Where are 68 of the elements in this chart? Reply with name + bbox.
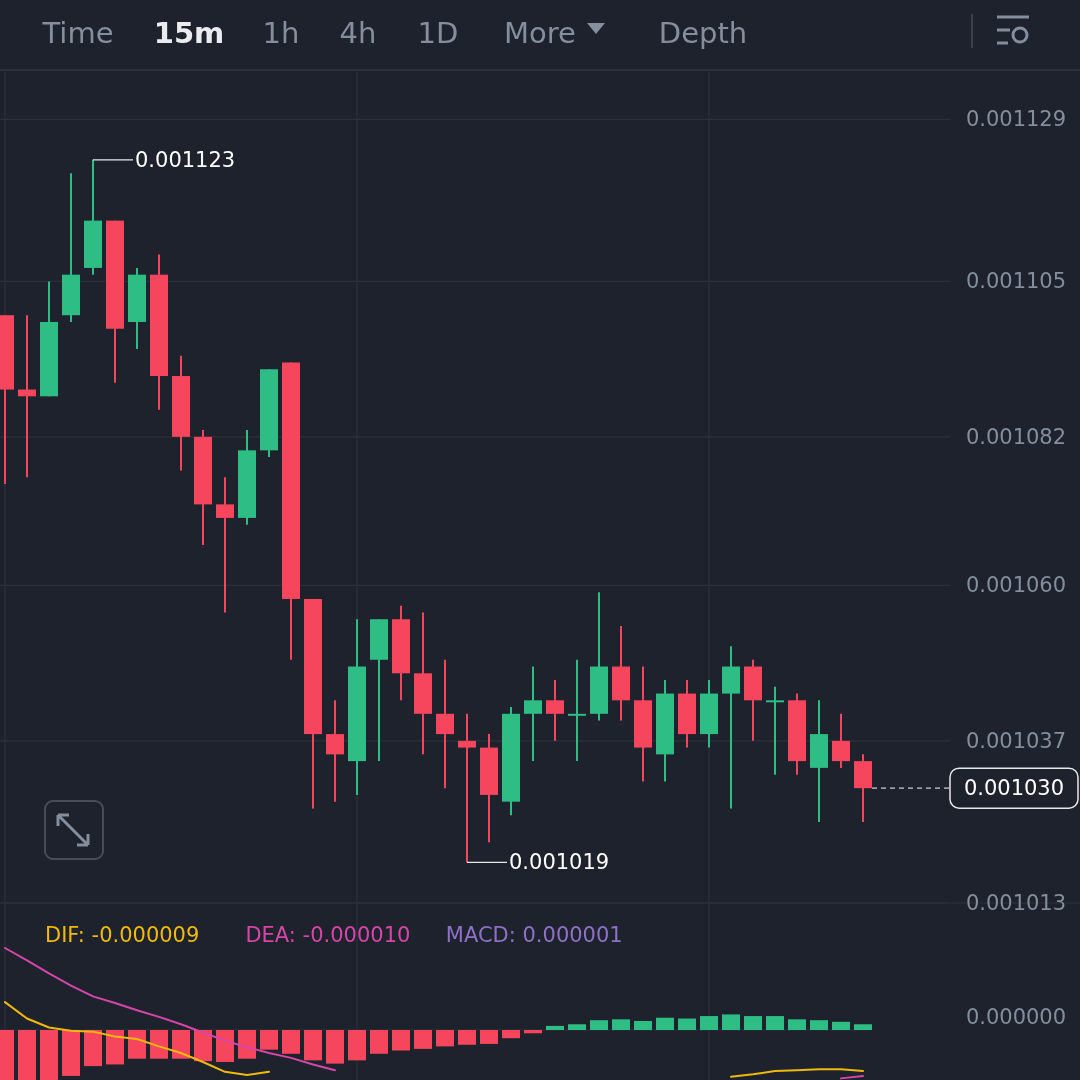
bar <box>106 1030 124 1065</box>
bar <box>348 1030 366 1061</box>
bar <box>854 1024 872 1030</box>
candlestick <box>458 712 476 864</box>
bar <box>722 1014 740 1030</box>
bar <box>392 1030 410 1051</box>
text: 0.000000 <box>965 1005 1067 1029</box>
text: 4h <box>339 16 377 50</box>
bar <box>304 1030 322 1061</box>
text: Depth <box>658 16 748 50</box>
bar <box>568 1024 586 1030</box>
bar <box>282 1030 300 1054</box>
bar <box>810 1020 828 1030</box>
candlestick <box>568 658 586 763</box>
bar <box>656 1017 674 1030</box>
bar <box>40 1030 58 1080</box>
bar <box>150 1030 168 1059</box>
bar <box>216 1030 234 1062</box>
candlestick <box>766 685 784 776</box>
text: 15m <box>153 16 225 50</box>
candlestick <box>216 476 234 614</box>
candlestick <box>832 712 850 769</box>
bar <box>744 1016 762 1030</box>
annotation: 0.001123 <box>135 147 236 172</box>
y-tick-label: 0.001105 <box>965 269 1067 294</box>
bar <box>370 1030 388 1054</box>
bar <box>436 1030 454 1047</box>
bar <box>634 1020 652 1030</box>
bar <box>84 1030 102 1067</box>
text: Time <box>41 16 114 50</box>
candlestick <box>546 679 564 742</box>
annotation: 0.001019 <box>509 850 610 875</box>
bar <box>788 1019 806 1030</box>
text: DIF: -0.000009 <box>45 923 200 947</box>
y-tick-label: 0.001060 <box>965 573 1067 598</box>
bar <box>326 1030 344 1064</box>
candlestick <box>326 699 344 803</box>
bar <box>832 1021 850 1030</box>
text: MACD: 0.000001 <box>445 923 623 947</box>
y-tick-label: 0.001129 <box>965 107 1067 132</box>
bar <box>194 1030 212 1062</box>
bar <box>414 1030 432 1049</box>
text: DEA: -0.000010 <box>245 923 411 947</box>
y-tick-label: 0.001037 <box>965 728 1067 753</box>
bar <box>458 1030 476 1045</box>
candlestick <box>524 665 542 763</box>
bar <box>480 1030 498 1044</box>
bar <box>524 1030 542 1034</box>
bar <box>700 1016 718 1030</box>
ref-line-label: 0.001030 <box>963 776 1065 801</box>
bar <box>172 1030 190 1059</box>
bar <box>238 1030 256 1059</box>
bar <box>18 1030 36 1080</box>
bar <box>546 1025 564 1030</box>
bar <box>128 1030 146 1059</box>
text: 1D <box>417 16 459 50</box>
bar <box>62 1030 80 1076</box>
bar <box>260 1030 278 1050</box>
bar <box>590 1020 608 1030</box>
bar <box>678 1018 696 1030</box>
y-tick-label: 0.001082 <box>965 424 1067 449</box>
bar <box>612 1019 630 1030</box>
y-tick-label: 0.001013 <box>965 891 1067 915</box>
candlestick <box>436 658 454 790</box>
text: 1h <box>262 16 300 50</box>
bar <box>766 1016 784 1030</box>
text: More <box>504 16 576 50</box>
bar <box>502 1030 520 1039</box>
